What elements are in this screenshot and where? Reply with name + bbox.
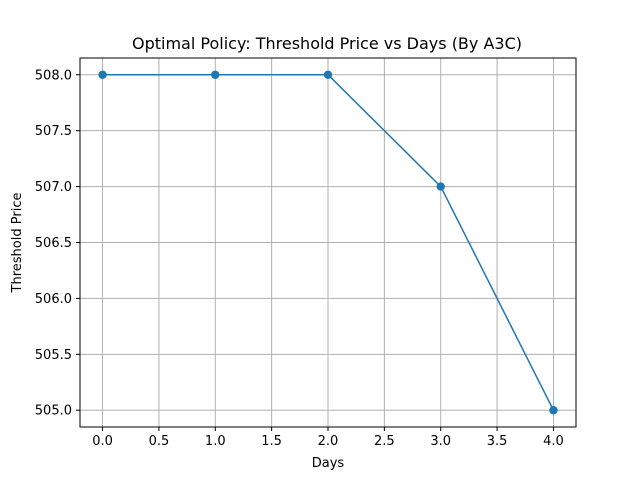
data-point — [323, 70, 333, 79]
data-point — [549, 406, 558, 415]
grid — [80, 58, 576, 427]
x-tick-label: 4.0 — [543, 434, 564, 449]
x-tick-label: 1.5 — [261, 434, 282, 449]
x-axis-label: Days — [312, 456, 345, 471]
y-tick-label: 505.5 — [35, 348, 72, 363]
x-tick-label: 0.0 — [92, 434, 113, 449]
y-tick-label: 507.5 — [35, 124, 72, 139]
y-tick-label: 508.0 — [35, 68, 72, 83]
x-tick-label: 0.5 — [149, 434, 170, 449]
y-tick-label: 506.0 — [35, 292, 72, 307]
y-axis-label: Threshold Price — [10, 193, 25, 294]
axis-ticks: 0.0 0.5 1.0 1.5 2.0 2.5 3.0 3.5 4.0 505.0 505.5 506… — [35, 68, 564, 449]
x-tick-label: 2.5 — [374, 434, 395, 449]
data-point — [98, 70, 107, 79]
y-tick-label: 507.0 — [35, 180, 72, 195]
series-layer — [98, 70, 558, 415]
x-tick-label: 2.0 — [318, 434, 339, 449]
data-point — [211, 70, 220, 79]
plot-frame — [79, 57, 577, 428]
data-point — [436, 182, 445, 191]
x-tick-label: 3.5 — [487, 434, 508, 449]
chart-title: Optimal Policy: Threshold Price vs Days … — [132, 34, 522, 53]
y-tick-label: 505.0 — [35, 404, 72, 419]
y-tick-label: 506.5 — [35, 236, 72, 251]
x-tick-label: 3.0 — [430, 434, 451, 449]
x-tick-label: 1.0 — [205, 434, 226, 449]
